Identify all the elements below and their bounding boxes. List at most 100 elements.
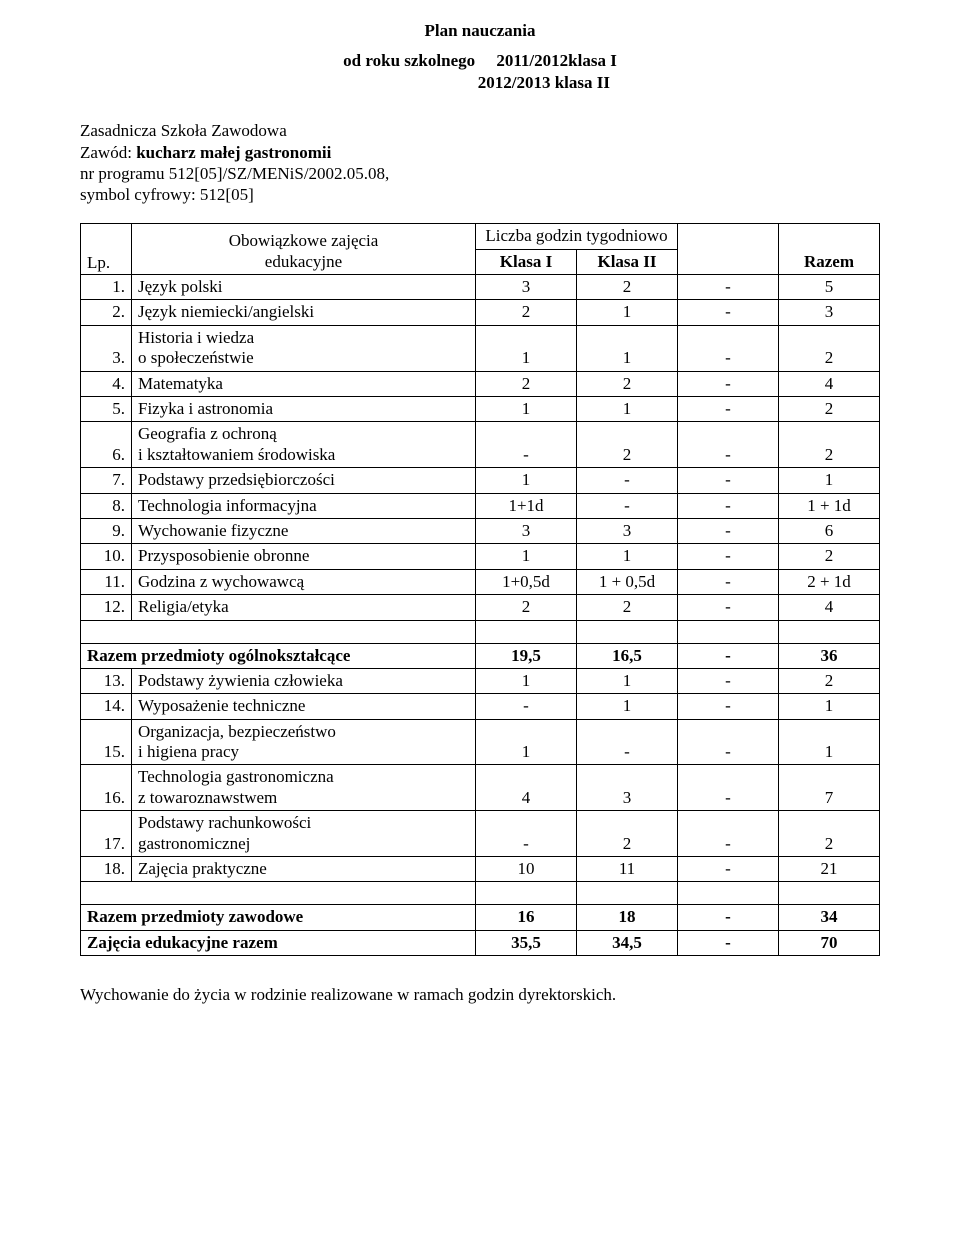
table-row: 15.Organizacja, bezpieczeństwoi higiena … [81, 719, 880, 765]
summary-general-label: Razem przedmioty ogólnokształcące [81, 643, 476, 668]
hdr-subjects-line1: Obowiązkowe zajęcia [229, 231, 379, 250]
table-row: 6.Geografia z ochronąi kształtowaniem śr… [81, 422, 880, 468]
cell-dash: - [678, 668, 779, 693]
cell-total: 4 [779, 595, 880, 620]
summary-vocational-dash: - [678, 905, 779, 930]
table-row: 1.Język polski32-5 [81, 275, 880, 300]
cell-lp: 18. [81, 857, 132, 882]
page: Plan nauczania od roku szkolnego 2011/20… [0, 0, 960, 1063]
subtitle-value-1: 2011/2012klasa I [496, 51, 616, 70]
cell-k1: 2 [476, 371, 577, 396]
cell-total: 2 [779, 325, 880, 371]
cell-subject: Religia/etyka [132, 595, 476, 620]
cell-lp: 10. [81, 544, 132, 569]
cell-dash: - [678, 300, 779, 325]
cell-lp: 1. [81, 275, 132, 300]
cell-k2: 1 [577, 694, 678, 719]
cell-subject: Fizyka i astronomia [132, 397, 476, 422]
cell-lp: 15. [81, 719, 132, 765]
cell-dash: - [678, 371, 779, 396]
cell-subject: Język niemiecki/angielski [132, 300, 476, 325]
table-row: 8.Technologia informacyjna1+1d--1 + 1d [81, 493, 880, 518]
cell-subject: Język polski [132, 275, 476, 300]
summary-total-total: 70 [779, 930, 880, 955]
table-row: 13.Podstawy żywienia człowieka11-2 [81, 668, 880, 693]
hdr-subjects-line2: edukacyjne [265, 252, 342, 271]
cell-total: 7 [779, 765, 880, 811]
cell-subject: Organizacja, bezpieczeństwoi higiena pra… [132, 719, 476, 765]
cell-k1: 1 [476, 668, 577, 693]
summary-total-row: Zajęcia edukacyjne razem 35,5 34,5 - 70 [81, 930, 880, 955]
hdr-hours: Liczba godzin tygodniowo [476, 224, 678, 249]
cell-total: 1 [779, 719, 880, 765]
cell-k1: 1 [476, 397, 577, 422]
cell-lp: 7. [81, 468, 132, 493]
cell-lp: 2. [81, 300, 132, 325]
footnote: Wychowanie do życia w rodzinie realizowa… [80, 984, 880, 1006]
page-title: Plan nauczania [80, 20, 880, 42]
cell-subject: Historia i wiedzao społeczeństwie [132, 325, 476, 371]
summary-total-label: Zajęcia edukacyjne razem [81, 930, 476, 955]
cell-k2: 1 [577, 325, 678, 371]
summary-total-k1: 35,5 [476, 930, 577, 955]
cell-dash: - [678, 544, 779, 569]
cell-subject: Technologia gastronomicznaz towaroznawst… [132, 765, 476, 811]
table-row: 11.Godzina z wychowawcą1+0,5d1 + 0,5d-2 … [81, 569, 880, 594]
cell-dash: - [678, 325, 779, 371]
summary-general-dash: - [678, 643, 779, 668]
rows-vocational: 13.Podstawy żywienia człowieka11-214.Wyp… [81, 668, 880, 882]
cell-k1: 10 [476, 857, 577, 882]
cell-k1: 2 [476, 595, 577, 620]
meta-line-1: Zasadnicza Szkoła Zawodowa [80, 120, 880, 141]
hdr-lp: Lp. [81, 224, 132, 275]
table-row: 2.Język niemiecki/angielski21-3 [81, 300, 880, 325]
cell-k1: 3 [476, 275, 577, 300]
cell-subject: Godzina z wychowawcą [132, 569, 476, 594]
cell-k1: - [476, 422, 577, 468]
summary-vocational-k1: 16 [476, 905, 577, 930]
cell-k1: 1 [476, 325, 577, 371]
meta-line-2-label: Zawód: [80, 143, 132, 162]
cell-k2: 1 [577, 397, 678, 422]
summary-total-k2: 34,5 [577, 930, 678, 955]
hdr-total: Razem [779, 224, 880, 275]
cell-k1: 2 [476, 300, 577, 325]
cell-total: 2 [779, 668, 880, 693]
cell-k2: 2 [577, 275, 678, 300]
meta-block: Zasadnicza Szkoła Zawodowa Zawód: kuchar… [80, 120, 880, 205]
summary-total-dash: - [678, 930, 779, 955]
cell-lp: 16. [81, 765, 132, 811]
summary-general-row: Razem przedmioty ogólnokształcące 19,5 1… [81, 643, 880, 668]
cell-dash: - [678, 595, 779, 620]
summary-general-total: 36 [779, 643, 880, 668]
cell-lp: 5. [81, 397, 132, 422]
table-row: 3.Historia i wiedzao społeczeństwie11-2 [81, 325, 880, 371]
cell-k2: 3 [577, 518, 678, 543]
table-header-row-1: Lp. Obowiązkowe zajęcia edukacyjne Liczb… [81, 224, 880, 249]
cell-k2: 1 [577, 544, 678, 569]
cell-lp: 4. [81, 371, 132, 396]
cell-k2: 2 [577, 595, 678, 620]
cell-dash: - [678, 493, 779, 518]
cell-k2: 1 + 0,5d [577, 569, 678, 594]
cell-lp: 8. [81, 493, 132, 518]
cell-dash: - [678, 765, 779, 811]
cell-subject: Podstawy rachunkowościgastronomicznej [132, 811, 476, 857]
cell-dash: - [678, 518, 779, 543]
cell-k2: - [577, 468, 678, 493]
cell-dash: - [678, 569, 779, 594]
cell-k2: 2 [577, 422, 678, 468]
table-row: 5.Fizyka i astronomia11-2 [81, 397, 880, 422]
cell-subject: Wychowanie fizyczne [132, 518, 476, 543]
meta-line-2-value: kucharz małej gastronomii [136, 143, 331, 162]
summary-general-k1: 19,5 [476, 643, 577, 668]
cell-k1: 1+0,5d [476, 569, 577, 594]
cell-dash: - [678, 397, 779, 422]
cell-k1: 1 [476, 719, 577, 765]
cell-subject: Geografia z ochronąi kształtowaniem środ… [132, 422, 476, 468]
cell-total: 21 [779, 857, 880, 882]
cell-k1: 4 [476, 765, 577, 811]
table-row: 14.Wyposażenie techniczne-1-1 [81, 694, 880, 719]
cell-total: 5 [779, 275, 880, 300]
hdr-class-2: Klasa II [577, 249, 678, 274]
